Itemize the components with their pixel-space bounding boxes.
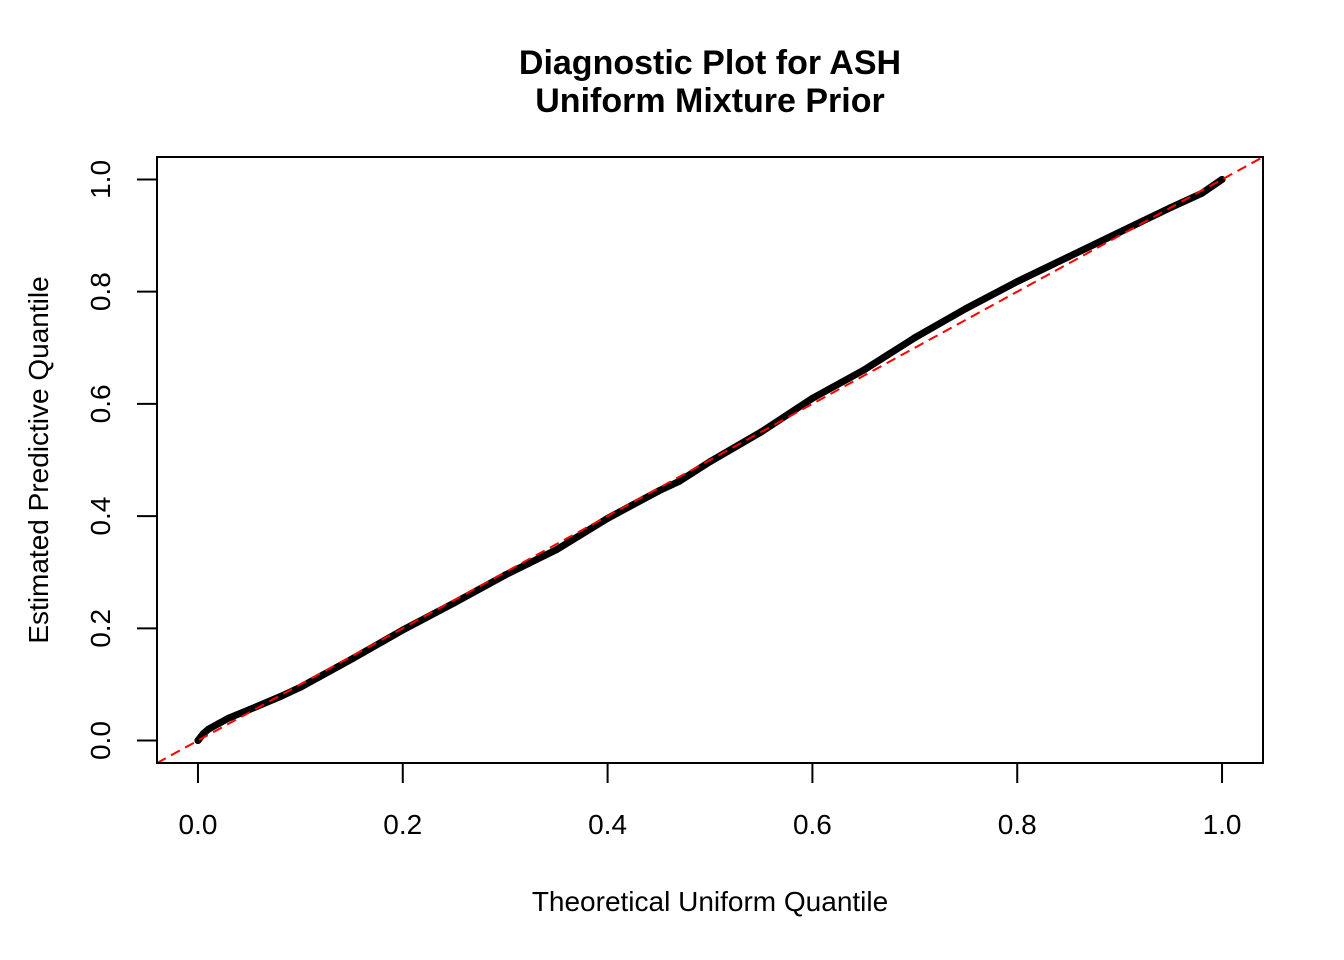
data-point xyxy=(655,487,663,495)
x-tick-label: 0.0 xyxy=(178,809,217,840)
chart-title: Diagnostic Plot for ASH xyxy=(519,44,901,82)
data-point xyxy=(675,477,683,485)
data-point xyxy=(204,725,212,733)
y-tick-label: 0.6 xyxy=(85,384,116,423)
data-point xyxy=(501,571,509,579)
x-tick-label: 0.4 xyxy=(588,809,627,840)
x-tick-label: 0.8 xyxy=(998,809,1037,840)
chart-subtitle: Uniform Mixture Prior xyxy=(535,82,884,120)
data-point xyxy=(225,714,233,722)
data-point xyxy=(808,394,816,402)
data-point xyxy=(276,693,284,701)
x-tick-label: 0.6 xyxy=(793,809,832,840)
data-point xyxy=(214,720,222,728)
x-axis-label: Theoretical Uniform Quantile xyxy=(532,886,888,917)
data-point xyxy=(199,730,207,738)
data-point xyxy=(1013,278,1021,286)
data-point xyxy=(552,546,560,554)
data-point xyxy=(245,706,253,714)
data-point xyxy=(962,305,970,312)
data-point xyxy=(1064,253,1072,261)
y-tick-label: 0.8 xyxy=(85,272,116,311)
plot-frame xyxy=(156,156,1264,764)
y-tick-label: 0.0 xyxy=(85,721,116,760)
y-tick-label: 0.4 xyxy=(85,497,116,536)
data-point xyxy=(860,366,868,374)
x-tick-label: 0.2 xyxy=(383,809,422,840)
data-point xyxy=(348,655,356,663)
y-tick-label: 1.0 xyxy=(85,160,116,199)
y-axis-label: Estimated Predictive Quantile xyxy=(23,276,54,643)
y-tick-label: 0.2 xyxy=(85,609,116,648)
data-point xyxy=(911,334,919,342)
reference-line xyxy=(157,157,1263,763)
quantile-curve xyxy=(194,175,1226,745)
x-tick-label: 1.0 xyxy=(1203,809,1242,840)
data-point xyxy=(1116,228,1124,236)
